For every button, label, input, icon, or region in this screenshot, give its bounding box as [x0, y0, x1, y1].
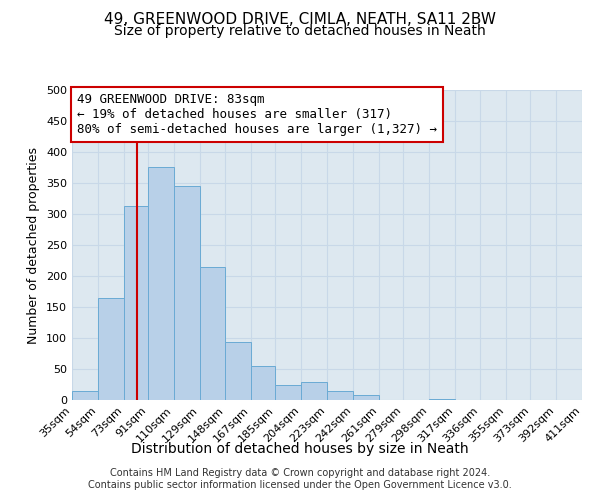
Text: Size of property relative to detached houses in Neath: Size of property relative to detached ho… [114, 24, 486, 38]
Bar [225, 342, 251, 400]
Text: 49, GREENWOOD DRIVE, CIMLA, NEATH, SA11 2BW: 49, GREENWOOD DRIVE, CIMLA, NEATH, SA11 … [104, 12, 496, 28]
Bar [124, 206, 148, 400]
Bar [353, 395, 379, 400]
Bar [174, 186, 199, 400]
Text: 49 GREENWOOD DRIVE: 83sqm
← 19% of detached houses are smaller (317)
80% of semi: 49 GREENWOOD DRIVE: 83sqm ← 19% of detac… [77, 93, 437, 136]
Bar [251, 366, 275, 400]
Bar [301, 382, 327, 400]
Bar [98, 298, 124, 400]
Bar [275, 384, 301, 400]
Text: Distribution of detached houses by size in Neath: Distribution of detached houses by size … [131, 442, 469, 456]
Y-axis label: Number of detached properties: Number of detached properties [28, 146, 40, 344]
Bar [327, 392, 353, 400]
Bar [200, 266, 225, 400]
Text: Contains HM Land Registry data © Crown copyright and database right 2024.
Contai: Contains HM Land Registry data © Crown c… [88, 468, 512, 490]
Bar [148, 168, 174, 400]
Bar [72, 390, 98, 400]
